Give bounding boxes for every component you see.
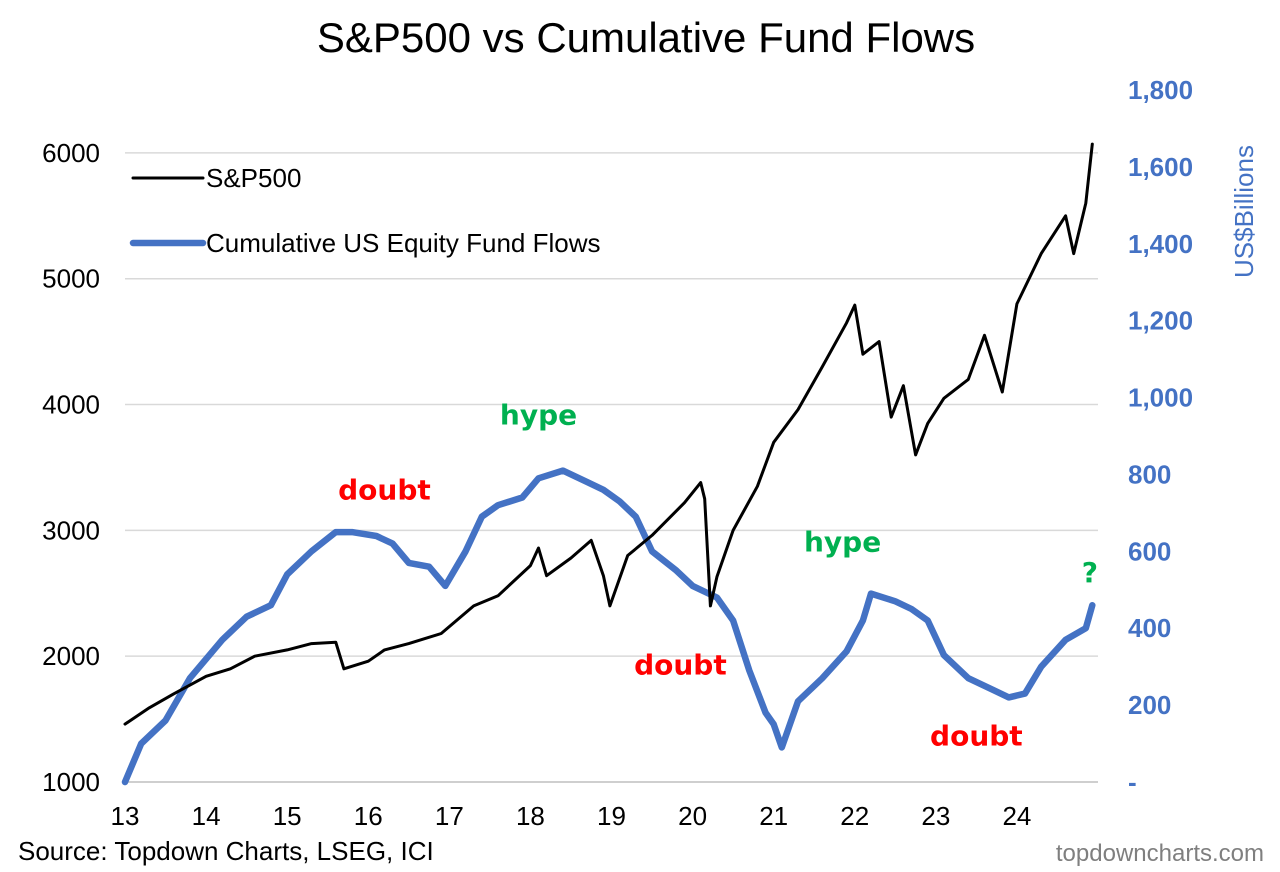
annotation-label: doubt [634, 648, 727, 681]
y-right-tick-label: 1,000 [1128, 383, 1193, 413]
y-left-tick-label: 2000 [42, 641, 100, 671]
y-right-tick-label: 1,400 [1128, 229, 1193, 259]
y-axis-right-label-text: US$Billions [1229, 145, 1259, 278]
x-tick-label: 21 [759, 801, 788, 831]
fund-flows-line [121, 467, 1096, 786]
y-left-tick-label: 3000 [42, 515, 100, 545]
annotation-label: ? [1082, 556, 1098, 589]
y-axis-right-label: US$Billions [1229, 145, 1259, 278]
annotation-label: hype [500, 398, 577, 431]
x-tick-label: 13 [111, 801, 140, 831]
annotation-label: hype [804, 525, 881, 558]
annotation-label: doubt [338, 473, 431, 506]
gridlines [125, 152, 1098, 783]
y-right-tick-label: 200 [1128, 690, 1171, 720]
x-tick-label: 24 [1002, 801, 1031, 831]
x-tick-label: 17 [435, 801, 464, 831]
y-right-tick-label: - [1128, 767, 1137, 797]
x-tick-label: 23 [921, 801, 950, 831]
x-tick-label: 19 [597, 801, 626, 831]
x-tick-label: 14 [192, 801, 221, 831]
legend: S&P500 Cumulative US Equity Fund Flows [129, 163, 600, 258]
y-left-tick-label: 5000 [42, 264, 100, 294]
legend-label-fund-flows: Cumulative US Equity Fund Flows [206, 228, 600, 258]
y-left-tick-label: 4000 [42, 390, 100, 420]
y-right-tick-label: 1,200 [1128, 306, 1193, 336]
y-left-tick-label: 6000 [42, 138, 100, 168]
y-axis-right-ticks: - 200 400 600 800 1,000 1,200 1,400 1,600 1,800 [1128, 75, 1193, 797]
x-tick-label: 22 [840, 801, 869, 831]
x-tick-label: 20 [678, 801, 707, 831]
y-left-tick-label: 1000 [42, 767, 100, 797]
annotation-label: doubt [930, 719, 1023, 752]
y-right-tick-label: 1,800 [1128, 75, 1193, 105]
y-axis-left-ticks: 1000 2000 3000 4000 5000 6000 [42, 138, 100, 797]
source-note: Source: Topdown Charts, LSEG, ICI [18, 836, 434, 866]
x-tick-label: 18 [516, 801, 545, 831]
series-lines [121, 142, 1096, 786]
x-tick-label: 15 [273, 801, 302, 831]
y-right-tick-label: 600 [1128, 536, 1171, 566]
y-right-tick-label: 1,600 [1128, 152, 1193, 182]
legend-label-sp500: S&P500 [206, 163, 301, 193]
annotations: doubt hype doubt hype doubt? [338, 398, 1098, 752]
x-tick-label: 16 [354, 801, 383, 831]
y-right-tick-label: 800 [1128, 459, 1171, 489]
y-right-tick-label: 400 [1128, 613, 1171, 643]
brand-watermark: topdowncharts.com [1055, 840, 1264, 867]
x-axis-ticks: 13 14 15 16 17 18 19 20 21 22 23 24 [111, 801, 1032, 831]
sp500-line [123, 142, 1094, 726]
chart-title: S&P500 vs Cumulative Fund Flows [316, 14, 976, 61]
